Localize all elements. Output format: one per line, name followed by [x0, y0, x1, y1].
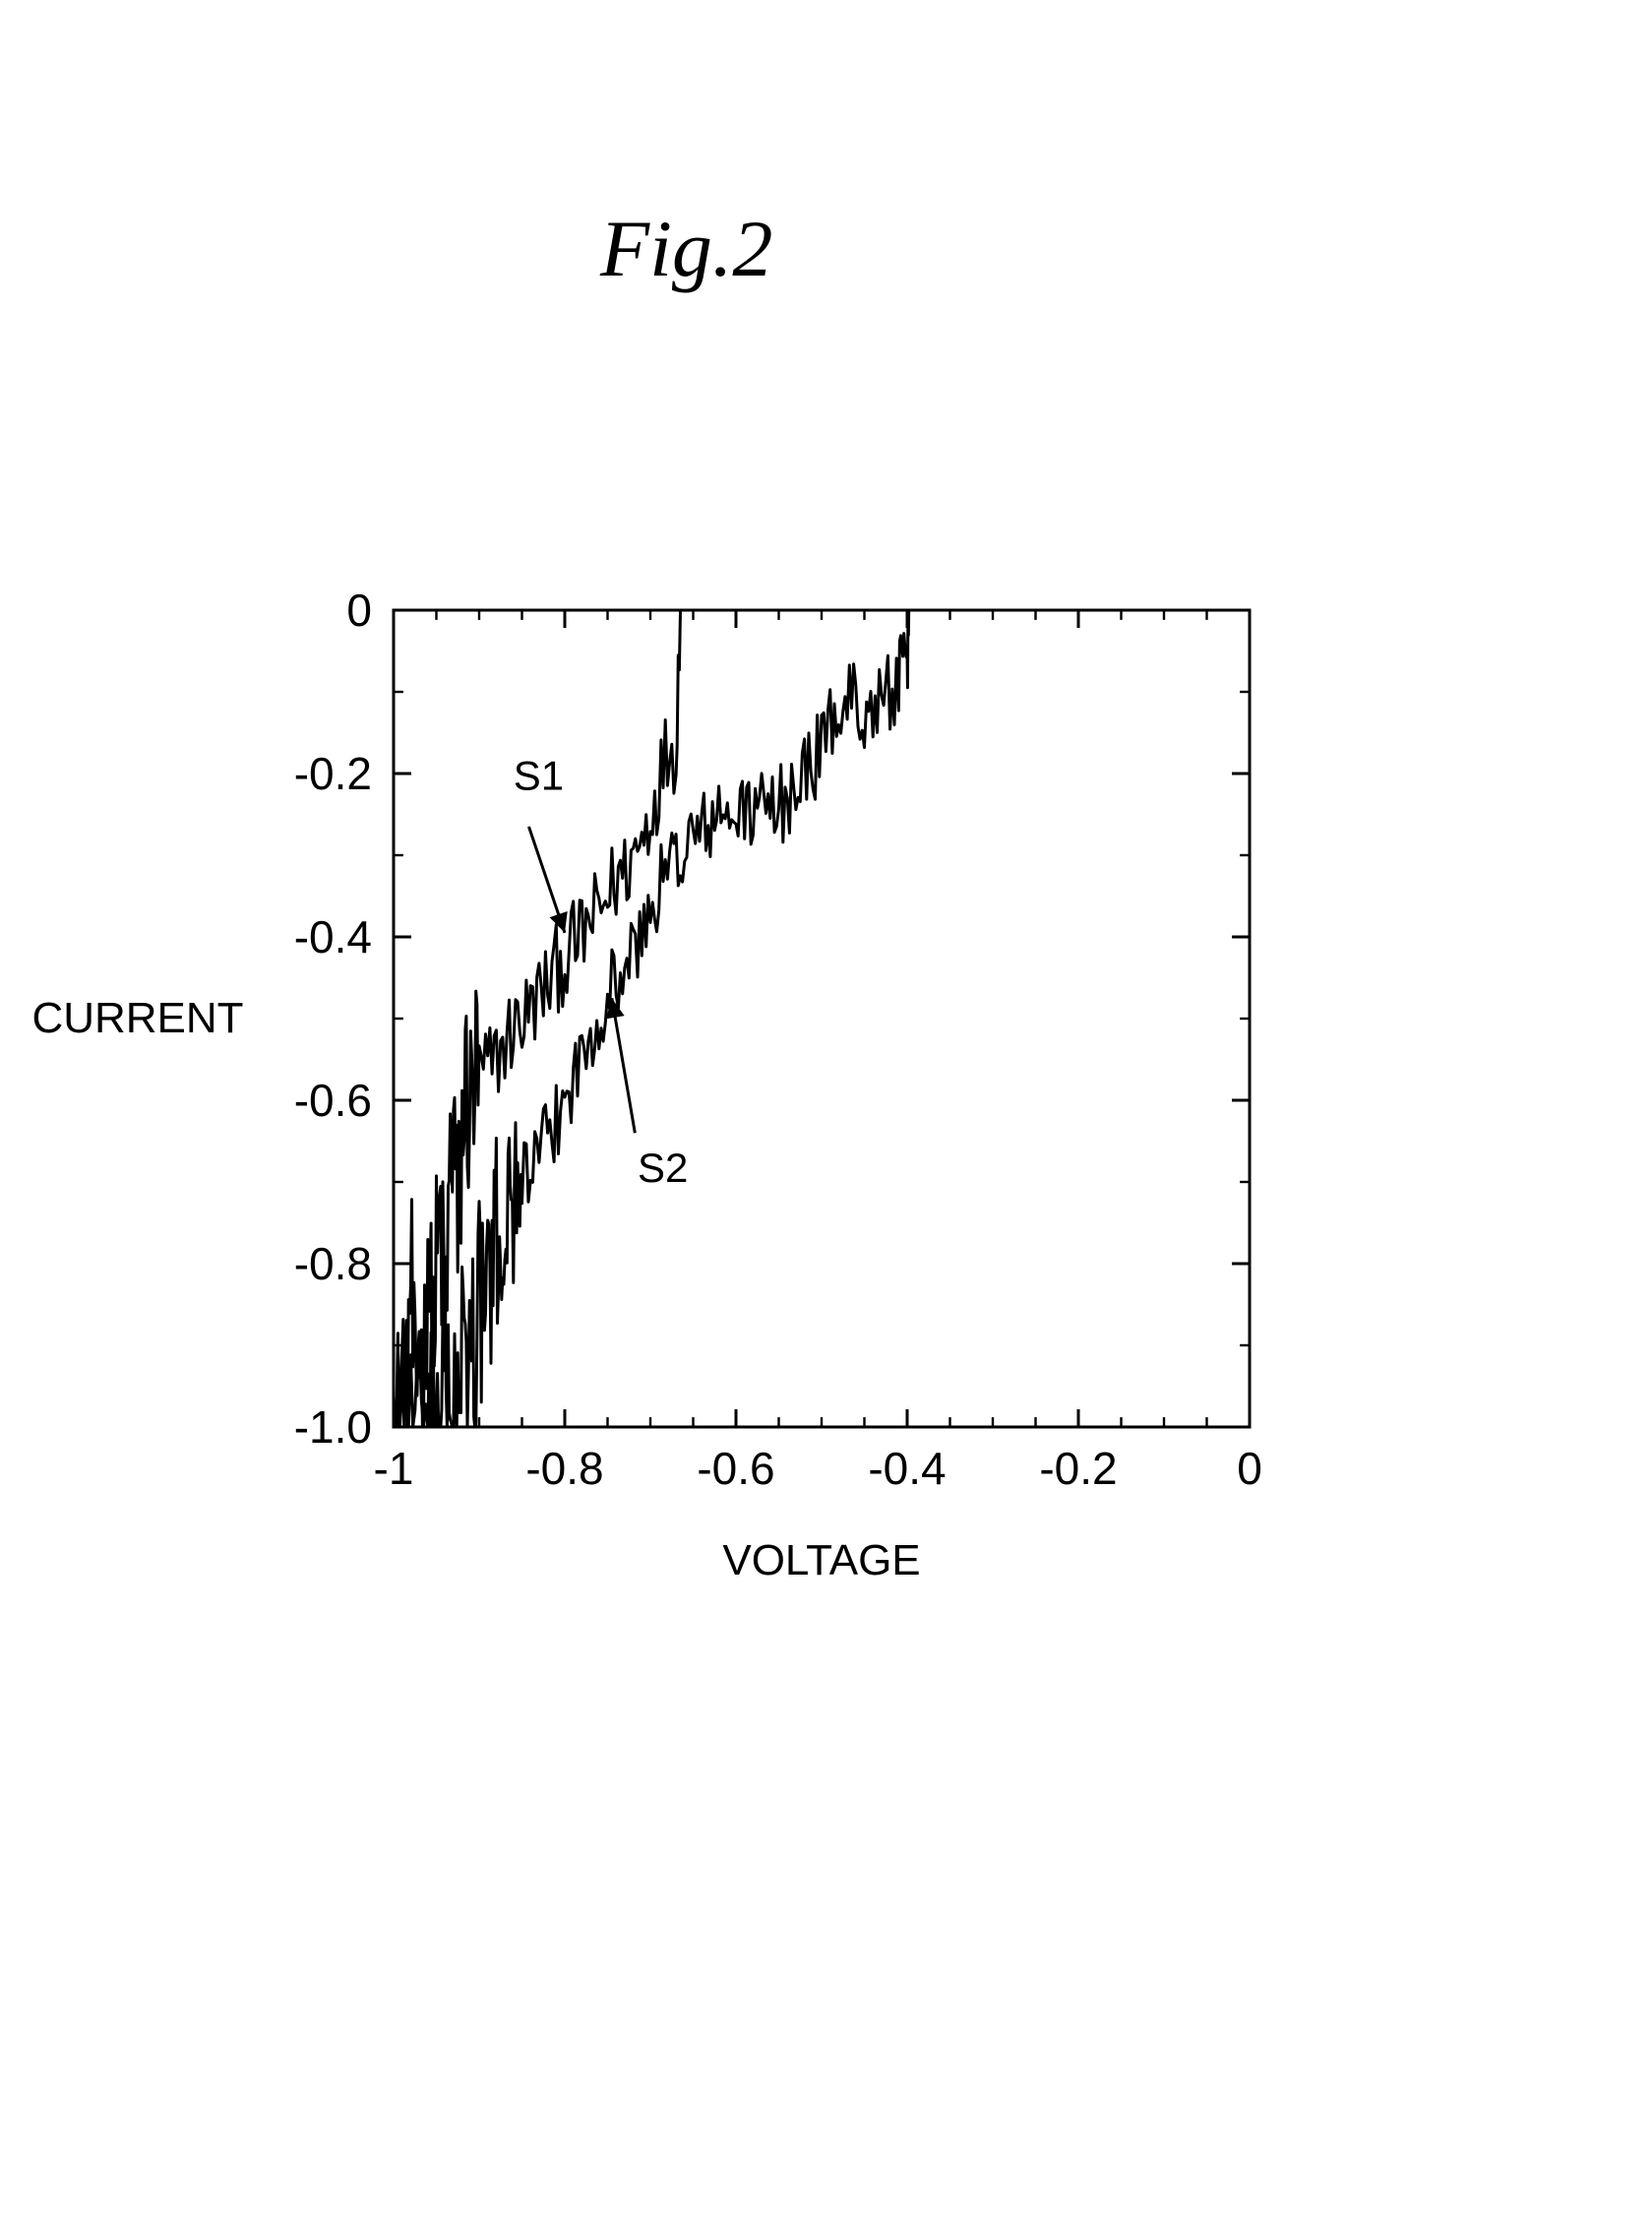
series-label-s1: S1 [514, 753, 564, 799]
x-tick-label: -1 [374, 1443, 414, 1494]
series-label-s2: S2 [638, 1145, 688, 1191]
x-tick-label: -0.4 [868, 1443, 946, 1494]
x-tick-label: -0.2 [1039, 1443, 1117, 1494]
x-axis-title: VOLTAGE [722, 1536, 920, 1584]
y-tick-label: -0.6 [294, 1075, 372, 1126]
x-tick-label: -0.6 [697, 1443, 774, 1494]
page-bg [0, 0, 1652, 2233]
y-axis-title: CURRENT [31, 994, 243, 1042]
y-tick-label: -0.2 [294, 748, 372, 799]
y-tick-label: -0.8 [294, 1238, 372, 1289]
y-tick-label: 0 [346, 585, 372, 636]
iv-chart: Fig.2 -1 -0.8 -0.6 -0.4 -0.2 0 VOLTAGE -1.0 -0.8 -… [0, 0, 1652, 2233]
figure-title: Fig.2 [599, 204, 772, 293]
x-tick-label: -0.8 [525, 1443, 603, 1494]
y-tick-label: -0.4 [294, 911, 372, 962]
y-tick-label: -1.0 [294, 1401, 372, 1453]
x-tick-label: 0 [1237, 1443, 1262, 1494]
